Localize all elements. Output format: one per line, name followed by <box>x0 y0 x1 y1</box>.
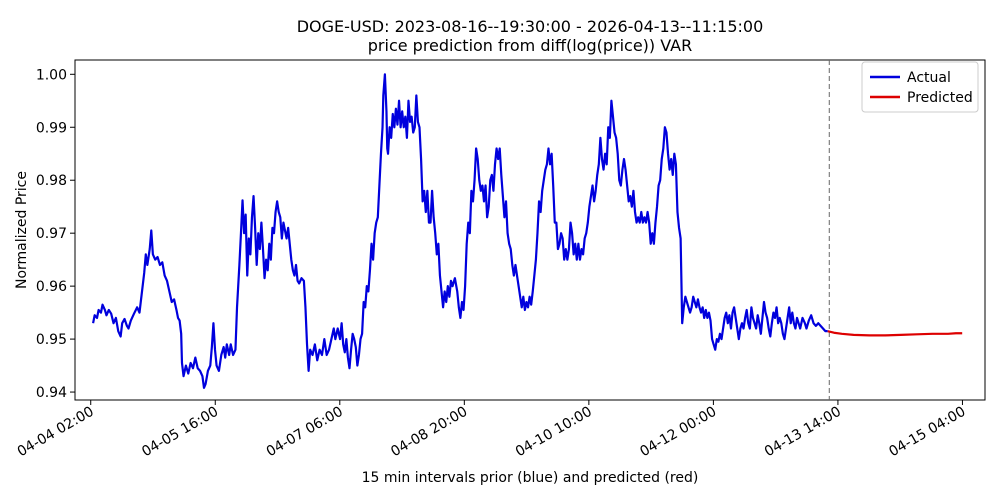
x-tick-label: 04-04 02:00 <box>15 404 97 461</box>
x-tick-label: 04-07 06:00 <box>264 404 346 461</box>
y-tick-label: 0.97 <box>36 226 67 242</box>
chart-title: DOGE-USD: 2023-08-16--19:30:00 - 2026-04… <box>297 17 764 36</box>
y-tick-label: 0.99 <box>36 120 67 136</box>
chart-subtitle: price prediction from diff(log(price)) V… <box>368 36 692 55</box>
plot-area <box>74 59 986 401</box>
x-tick-label: 04-13 14:00 <box>762 404 844 461</box>
x-axis-label: 15 min intervals prior (blue) and predic… <box>362 470 699 486</box>
x-tick-label: 04-08 20:00 <box>388 404 470 461</box>
legend-label-predicted: Predicted <box>907 90 973 106</box>
y-tick-label: 0.94 <box>36 385 67 401</box>
axes-frame <box>74 59 986 401</box>
y-axis-label: Normalized Price <box>14 171 30 289</box>
x-axis-ticks: 04-04 02:00 04-05 16:00 04-07 06:00 04-08 2… <box>15 400 968 461</box>
x-tick-label: 04-15 04:00 <box>886 404 968 461</box>
y-tick-label: 0.98 <box>36 173 67 189</box>
y-axis-ticks: 0.94 0.95 0.96 0.97 0.98 0.99 1.00 <box>36 67 75 401</box>
x-tick-label: 04-10 10:00 <box>513 404 595 461</box>
legend-label-actual: Actual <box>907 70 951 86</box>
chart-legend: Actual Predicted <box>861 61 979 113</box>
series-line-actual <box>92 73 828 389</box>
series-line-predicted <box>827 330 963 337</box>
legend-frame <box>861 61 979 113</box>
y-tick-label: 0.95 <box>36 332 67 348</box>
x-tick-label: 04-12 00:00 <box>637 404 719 461</box>
y-tick-label: 1.00 <box>36 67 67 83</box>
y-tick-label: 0.96 <box>36 279 67 295</box>
x-tick-label: 04-05 16:00 <box>139 404 221 461</box>
